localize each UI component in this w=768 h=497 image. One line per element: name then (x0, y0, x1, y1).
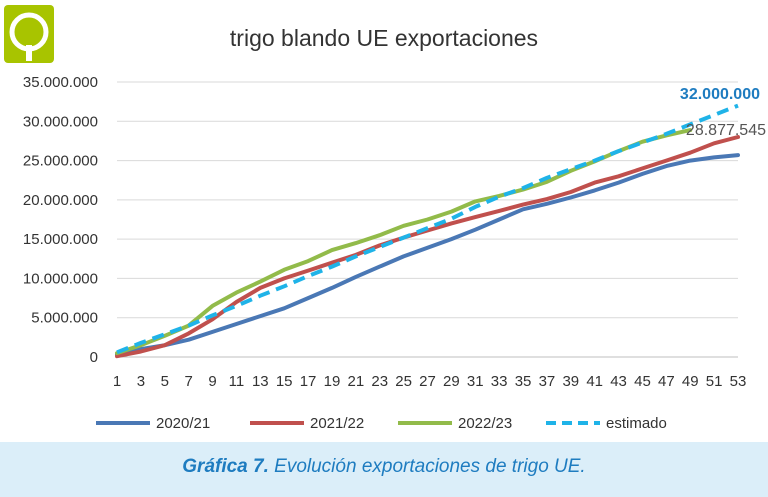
x-tick-label: 23 (371, 373, 388, 390)
annotation-2022-23: 28.877.545 (686, 122, 766, 139)
x-tick-label: 51 (706, 373, 723, 390)
y-tick-label: 15.000.000 (23, 231, 98, 248)
series-line-2020-21 (115, 153, 740, 357)
logo-mark-icon (9, 12, 49, 61)
x-tick-label: 49 (682, 373, 699, 390)
logo (4, 5, 54, 63)
legend-label-2021-22: 2021/22 (310, 415, 364, 432)
x-tick-label: 17 (300, 373, 317, 390)
x-tick-label: 33 (491, 373, 508, 390)
export-line-chart: trigo blando UE exportaciones 0 5.000.000… (23, 25, 766, 432)
x-tick-label: 1 (113, 373, 121, 390)
series-line-2022-23 (115, 128, 693, 356)
x-tick-label: 37 (539, 373, 556, 390)
chart-title: trigo blando UE exportaciones (230, 25, 538, 51)
y-tick-label: 35.000.000 (23, 74, 98, 91)
x-tick-label: 19 (324, 373, 341, 390)
annotation-estimado: 32.000.000 (680, 86, 760, 103)
x-tick-label: 53 (730, 373, 747, 390)
x-tick-label: 7 (184, 373, 192, 390)
y-tick-label: 5.000.000 (31, 310, 98, 327)
x-tick-label: 45 (634, 373, 651, 390)
caption-text: Evolución exportaciones de trigo UE. (268, 456, 586, 477)
figure-caption: Gráfica 7. Evolución exportaciones de tr… (0, 456, 768, 478)
series-line-2021-22 (115, 135, 740, 359)
y-tick-label: 10.000.000 (23, 270, 98, 287)
x-tick-label: 47 (658, 373, 675, 390)
legend-label-2022-23: 2022/23 (458, 415, 512, 432)
grid-lines (117, 81, 738, 358)
annotations: 32.000.000 28.877.545 (680, 86, 766, 139)
y-tick-label: 20.000.000 (23, 192, 98, 209)
x-tick-label: 29 (443, 373, 460, 390)
legend-label-estimado: estimado (606, 415, 667, 432)
series-lines (115, 103, 740, 359)
y-tick-label: 30.000.000 (23, 113, 98, 130)
x-tick-label: 35 (515, 373, 532, 390)
y-tick-label: 0 (90, 349, 98, 366)
x-tick-label: 25 (395, 373, 412, 390)
x-tick-label: 31 (467, 373, 484, 390)
x-tick-label: 13 (252, 373, 269, 390)
x-tick-label: 39 (562, 373, 579, 390)
legend: 2020/21 2021/22 2022/23 estimado (96, 415, 667, 432)
x-tick-label: 5 (161, 373, 169, 390)
x-tick-label: 41 (586, 373, 603, 390)
x-tick-label: 43 (610, 373, 627, 390)
y-axis-ticks: 0 5.000.000 10.000.000 15.000.000 20.000.000… (23, 74, 98, 366)
series-line-estimado (116, 103, 739, 355)
x-axis-ticks: 1 3 5 7 9 11 13 15 17 19 21 23 25 27 29 31 33 35 37 39 41 43 4… (113, 373, 747, 390)
x-tick-label: 15 (276, 373, 293, 390)
chart-panel (0, 0, 768, 442)
x-tick-label: 9 (208, 373, 216, 390)
x-tick-label: 3 (137, 373, 145, 390)
caption-label: Gráfica 7. (182, 456, 269, 477)
x-tick-label: 21 (348, 373, 365, 390)
y-tick-label: 25.000.000 (23, 153, 98, 170)
x-tick-label: 27 (419, 373, 436, 390)
x-tick-label: 11 (229, 373, 245, 390)
legend-label-2020-21: 2020/21 (156, 415, 210, 432)
